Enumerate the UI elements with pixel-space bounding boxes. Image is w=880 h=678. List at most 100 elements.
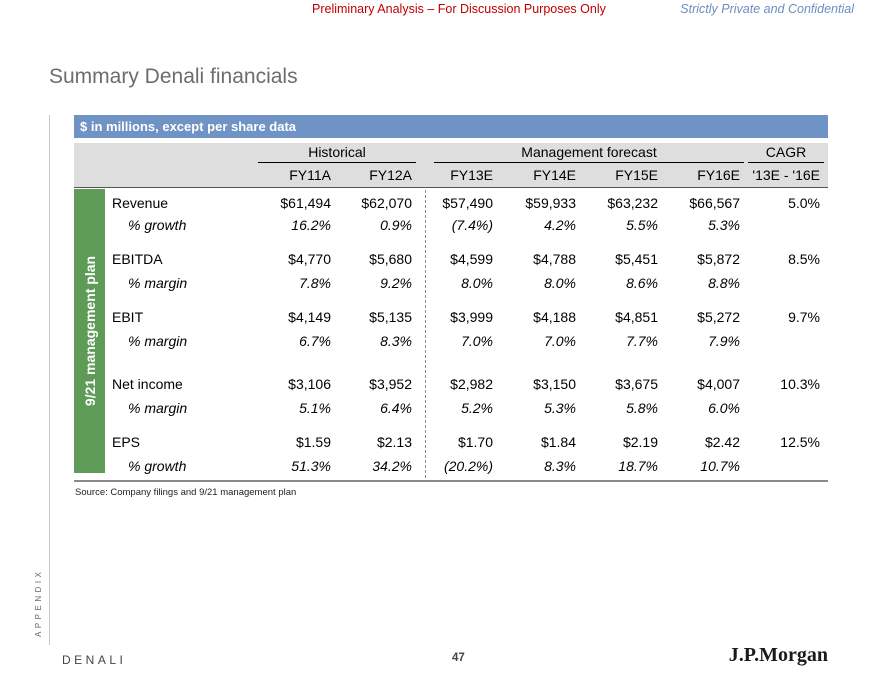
confidential-notice: Strictly Private and Confidential	[680, 2, 854, 16]
column-header: FY13E	[450, 167, 493, 183]
appendix-label: APPENDIX	[34, 568, 43, 637]
table-cell: $4,599	[450, 251, 493, 267]
page-number: 47	[452, 652, 465, 664]
table-cell: $5,272	[697, 309, 740, 325]
table-cell: $2,982	[450, 376, 493, 392]
table-cell: 8.3%	[544, 458, 576, 474]
table-cell: 18.7%	[618, 458, 658, 474]
table-cell: $4,007	[697, 376, 740, 392]
table-cell: 8.5%	[788, 251, 820, 267]
table-cell: $3,952	[369, 376, 412, 392]
table-cell: $1.84	[540, 434, 576, 450]
column-header: FY16E	[697, 167, 740, 183]
table-cell: 7.9%	[708, 333, 740, 349]
table-cell: $66,567	[689, 195, 740, 211]
table-cell: $63,232	[607, 195, 658, 211]
row-label-metric: EPS	[112, 434, 141, 450]
header-shading	[74, 143, 828, 188]
column-header: FY15E	[615, 167, 658, 183]
table-cell: 0.9%	[380, 217, 412, 233]
table-cell: 5.1%	[299, 400, 331, 416]
column-header: '13E - '16E	[752, 167, 820, 183]
group-cagr-rule	[748, 162, 824, 163]
table-cell: $3,999	[450, 309, 493, 325]
table-cell: $4,770	[288, 251, 331, 267]
table-cell: $3,150	[533, 376, 576, 392]
table-cell: $5,135	[369, 309, 412, 325]
table-cell: $5,451	[615, 251, 658, 267]
source-note: Source: Company filings and 9/21 managem…	[75, 487, 297, 498]
table-cell: 10.3%	[780, 376, 820, 392]
table-cell: 9.7%	[788, 309, 820, 325]
side-label: 9/21 management plan	[81, 255, 98, 407]
table-cell: 10.7%	[700, 458, 740, 474]
table-cell: 8.0%	[544, 275, 576, 291]
row-label-metric: EBIT	[112, 309, 144, 325]
table-cell: 7.8%	[299, 275, 331, 291]
table-cell: 7.0%	[461, 333, 493, 349]
left-margin-rule	[49, 115, 50, 645]
table-cell: 5.3%	[544, 400, 576, 416]
table-cell: 5.5%	[626, 217, 658, 233]
table-cell: 6.4%	[380, 400, 412, 416]
page-title: Summary Denali financials	[49, 65, 298, 88]
preliminary-notice: Preliminary Analysis – For Discussion Pu…	[312, 2, 606, 16]
table-cell: 7.7%	[626, 333, 658, 349]
column-header: FY12A	[369, 167, 412, 183]
table-cell: 8.8%	[708, 275, 740, 291]
table-cell: 5.0%	[788, 195, 820, 211]
footer-project-name: DENALI	[62, 653, 127, 667]
group-management-forecast: Management forecast	[521, 144, 657, 160]
group-historical: Historical	[308, 144, 366, 160]
column-header: FY14E	[533, 167, 576, 183]
table-cell: $61,494	[280, 195, 331, 211]
table-cell: (20.2%)	[443, 458, 493, 474]
table-cell: $1.59	[295, 434, 331, 450]
table-cell: $59,933	[525, 195, 576, 211]
table-cell: $2.19	[622, 434, 658, 450]
table-cell: 8.6%	[626, 275, 658, 291]
units-banner: $ in millions, except per share data	[74, 115, 828, 138]
group-cagr: CAGR	[765, 144, 807, 160]
row-label-ratio: % margin	[128, 400, 188, 416]
header-rule	[74, 187, 828, 188]
table-cell: 34.2%	[372, 458, 412, 474]
table-cell: $1.70	[457, 434, 493, 450]
side-label-band	[74, 189, 105, 473]
table-cell: 4.2%	[544, 217, 576, 233]
group-historical-rule	[258, 162, 416, 163]
table-cell: 5.3%	[708, 217, 740, 233]
table-cell: 7.0%	[544, 333, 576, 349]
table-cell: $2.13	[376, 434, 412, 450]
table-cell: 51.3%	[291, 458, 331, 474]
table-cell: $5,680	[369, 251, 412, 267]
column-header: FY11A	[289, 167, 331, 183]
table-cell: 9.2%	[380, 275, 412, 291]
table-cell: $2.42	[704, 434, 740, 450]
table-cell: $4,149	[288, 309, 331, 325]
table-cell: 16.2%	[291, 217, 331, 233]
row-label-metric: EBITDA	[112, 251, 163, 267]
table-cell: 6.0%	[708, 400, 740, 416]
table-cell: $62,070	[361, 195, 412, 211]
row-label-ratio: % growth	[128, 458, 187, 474]
row-label-ratio: % growth	[128, 217, 187, 233]
historical-forecast-divider	[425, 190, 426, 478]
row-label-ratio: % margin	[128, 275, 188, 291]
table-cell: 8.3%	[380, 333, 412, 349]
group-forecast-rule	[434, 162, 744, 163]
row-label-ratio: % margin	[128, 333, 188, 349]
table-cell: 6.7%	[299, 333, 331, 349]
table-cell: $3,675	[615, 376, 658, 392]
table-cell: 12.5%	[780, 434, 820, 450]
table-cell: $4,851	[615, 309, 658, 325]
table-cell: 8.0%	[461, 275, 493, 291]
table-cell: $4,188	[533, 309, 576, 325]
table-cell: 5.2%	[461, 400, 493, 416]
table-cell: 5.8%	[626, 400, 658, 416]
row-label-metric: Revenue	[112, 195, 169, 211]
jpmorgan-logo: J.P.Morgan	[728, 644, 828, 666]
table-cell: $57,490	[442, 195, 493, 211]
row-label-metric: Net income	[112, 376, 183, 392]
table-bottom-rule	[74, 480, 828, 482]
